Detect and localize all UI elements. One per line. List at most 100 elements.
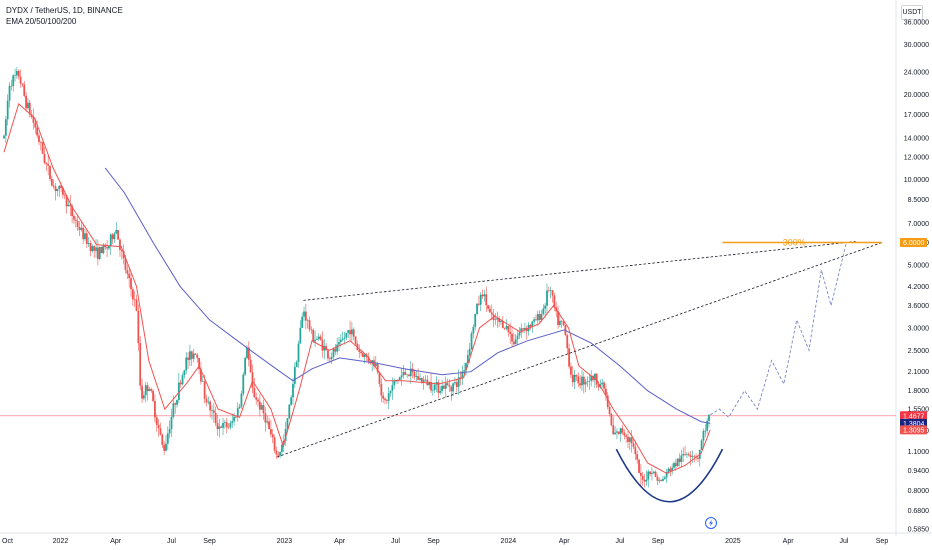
candle [551,289,554,303]
ema20-line[interactable] [3,103,711,474]
candle [293,362,296,388]
candle-body [109,234,112,246]
symbol-title[interactable]: DYDX / TetherUS, 1D, BINANCE [6,6,123,15]
time-tick-label: Jul [616,538,625,545]
candle [6,94,9,126]
candle-body [240,393,243,407]
candle [413,369,416,380]
candle [247,341,250,367]
candle [299,320,302,344]
candle [95,238,97,258]
candle [222,417,224,436]
candle-body [124,258,127,271]
candle [406,374,409,378]
candle [292,378,294,405]
ema20-value-badge[interactable]: 1.3095 [900,425,927,435]
candle-body [218,426,221,430]
candle-body [214,412,217,424]
candle [437,379,440,399]
candle-body [321,339,324,351]
candle [73,213,75,224]
candle-body [257,399,259,402]
candle-body [608,406,611,414]
candle-body [338,342,340,345]
candle [49,165,51,182]
candle-body [621,428,624,433]
time-tick-label: 2024 [501,538,517,545]
candle-body [148,389,151,392]
price-tick-label: 1.8000 [908,388,930,395]
candle-body [78,227,81,230]
candle-body [85,233,88,244]
candle [21,83,24,88]
candle-body [601,382,604,385]
candle-body [301,316,304,328]
ema200-line[interactable] [104,167,711,424]
lower-trendline[interactable] [276,242,883,458]
candle-body [41,142,44,154]
candle [310,326,313,335]
candle-body [398,377,401,381]
candle [514,334,517,345]
candle-body [474,313,477,327]
candle [409,360,412,384]
candle [494,313,497,326]
candle-body [658,479,661,481]
candle-body [98,247,101,259]
candle-body [581,376,583,386]
candle [549,286,552,299]
upper-trendline[interactable] [303,241,856,301]
candle-body [165,443,167,451]
price-tick-label: 3.0000 [908,325,930,332]
candle [426,375,429,386]
target-price-badge[interactable]: 6.0000 [900,238,927,248]
candle [10,79,13,91]
time-tick-label: 2022 [53,538,69,545]
candle [389,390,392,397]
candle [636,450,639,464]
candle-body [461,371,464,379]
candle-body [448,385,451,387]
candle-body [422,379,425,382]
candle [507,325,510,337]
candle-body [577,376,580,384]
candle-body [229,423,232,428]
candle-body [641,475,644,480]
candle-body [588,380,591,382]
time-tick-label: Apr [783,538,795,545]
candle-body [34,122,37,128]
candle-body [501,321,504,328]
rounding-bottom-arc[interactable] [615,448,724,503]
candle [308,316,311,333]
candle [518,326,521,340]
candle [378,371,381,388]
projection-path[interactable] [709,242,847,418]
candle [419,373,421,381]
indicator-title[interactable]: EMA 20/50/100/200 [6,17,77,26]
candle [349,320,351,342]
candle [641,471,644,486]
candle [606,392,609,410]
price-tick-label: 10.0000 [904,177,929,184]
candle-body [84,233,86,240]
candle-body [17,70,20,77]
candle [582,371,585,394]
currency-selector[interactable]: USDT [901,5,923,20]
candle [25,92,27,112]
candle [155,414,158,432]
candle-body [50,179,53,186]
lightning-icon[interactable] [705,517,717,529]
candle [133,291,136,307]
candle [131,286,134,306]
candle [542,304,545,316]
price-axis[interactable]: 36.0000 30.0000 24.0000 20.0000 17.0000 14.00… [904,20,929,534]
candle [700,439,703,450]
candle [27,98,29,110]
candle-body [409,368,412,377]
candle-body [571,374,574,383]
time-axis[interactable]: Oct 2022 Apr Jul Sep 2023 Apr Jul Sep 2024 Apr Jul S… [2,538,888,545]
candle [135,294,138,312]
ema20-value-badge-text: 1.3095 [903,427,925,434]
candle [649,471,651,477]
